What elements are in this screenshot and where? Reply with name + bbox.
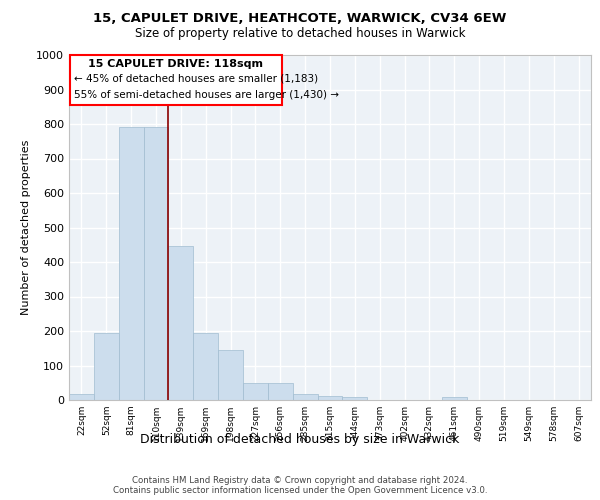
- Bar: [94, 332, 119, 400]
- Text: ← 45% of detached houses are smaller (1,183): ← 45% of detached houses are smaller (1,…: [74, 74, 318, 84]
- Bar: [69, 394, 94, 400]
- FancyBboxPatch shape: [70, 55, 281, 105]
- Bar: [343, 396, 367, 400]
- Text: 55% of semi-detached houses are larger (1,430) →: 55% of semi-detached houses are larger (…: [74, 90, 339, 100]
- Text: Distribution of detached houses by size in Warwick: Distribution of detached houses by size …: [140, 432, 460, 446]
- Y-axis label: Number of detached properties: Number of detached properties: [20, 140, 31, 315]
- Bar: [317, 396, 343, 400]
- Bar: [218, 350, 243, 400]
- Bar: [293, 394, 317, 400]
- Bar: [268, 383, 293, 400]
- Bar: [193, 332, 218, 400]
- Bar: [442, 397, 467, 400]
- Bar: [119, 128, 143, 400]
- Bar: [143, 128, 169, 400]
- Text: 15 CAPULET DRIVE: 118sqm: 15 CAPULET DRIVE: 118sqm: [88, 59, 263, 69]
- Bar: [243, 383, 268, 400]
- Text: 15, CAPULET DRIVE, HEATHCOTE, WARWICK, CV34 6EW: 15, CAPULET DRIVE, HEATHCOTE, WARWICK, C…: [94, 12, 506, 26]
- Text: Contains HM Land Registry data © Crown copyright and database right 2024.
Contai: Contains HM Land Registry data © Crown c…: [113, 476, 487, 495]
- Text: Size of property relative to detached houses in Warwick: Size of property relative to detached ho…: [135, 28, 465, 40]
- Bar: [169, 246, 193, 400]
